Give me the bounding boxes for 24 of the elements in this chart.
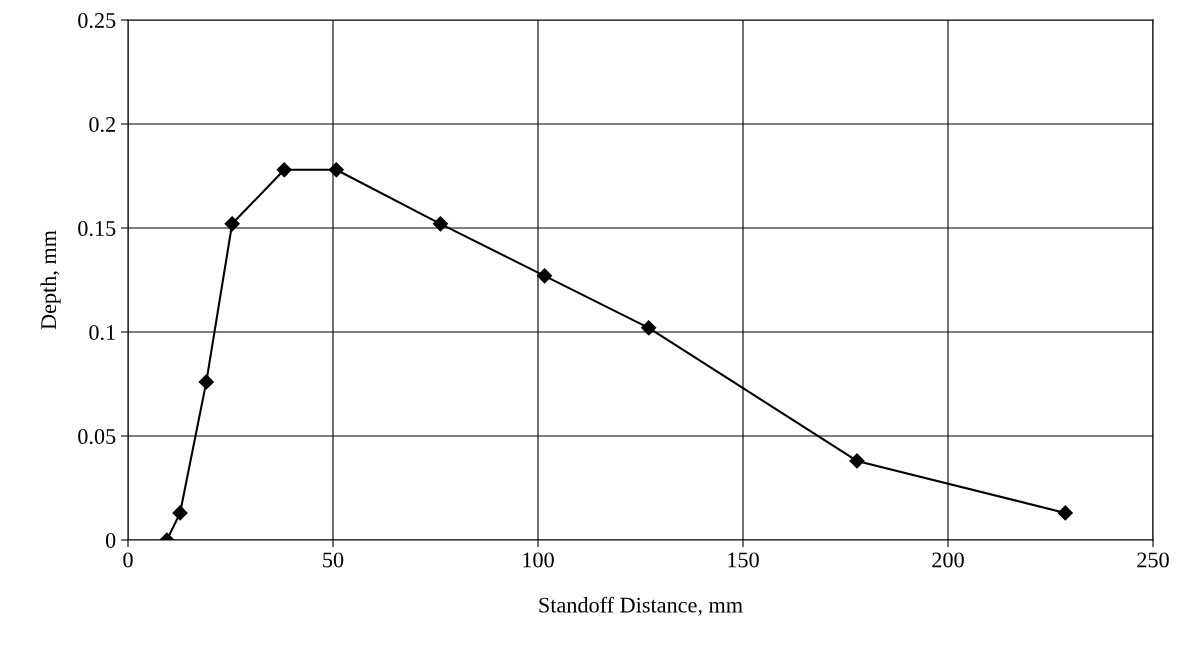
y-tick-label: 0.2 [89,116,115,133]
x-tick-label: 0 [123,552,133,568]
point [198,374,214,390]
x-tick-label: 150 [728,552,759,568]
point [1057,505,1073,521]
x-tick-label: 50 [323,552,344,568]
y-tick-label: 0 [105,532,116,548]
point [536,268,553,284]
point [328,162,344,178]
y-tick-label: 0.1 [89,324,115,341]
y-tick-label: 0.15 [78,220,116,237]
x-axis-title: Standoff Distance, mm [539,596,743,616]
point [641,320,657,336]
x-tick-label: 200 [932,552,964,568]
y-tick-label: 0.05 [78,428,116,445]
x-tick-label: 100 [523,552,554,568]
point [276,162,292,178]
point [172,505,188,521]
y-axis-title: Depth, mm [40,230,61,330]
point [224,216,240,232]
y-tick-label: 0.25 [78,12,116,29]
point [432,216,448,232]
x-tick-label: 250 [1137,552,1169,568]
point [849,453,865,469]
